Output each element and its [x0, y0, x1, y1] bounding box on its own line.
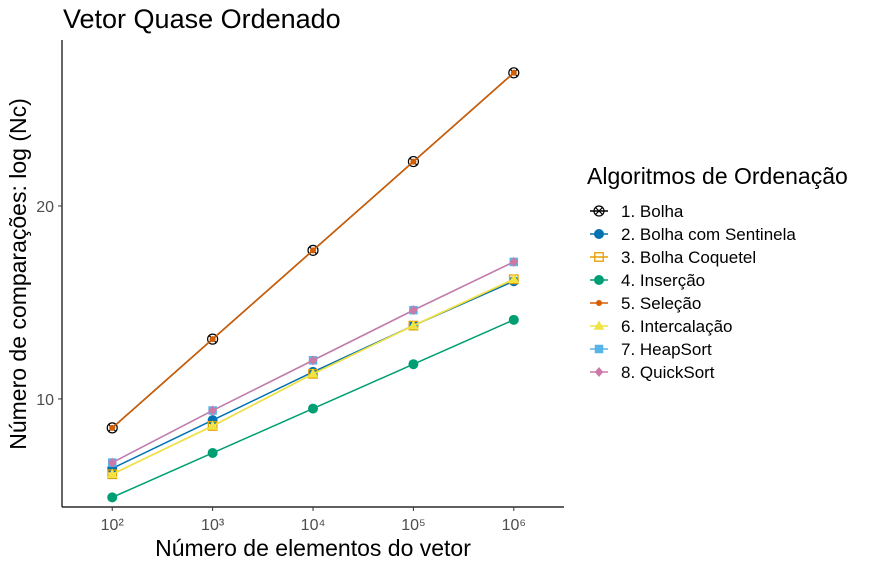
legend-label: 8. QuickSort — [621, 363, 715, 382]
legend: Algoritmos de Ordenação 1. Bolha 2. Bolha… — [587, 163, 848, 382]
y-tick-label: 20 — [36, 199, 54, 216]
data-point — [409, 305, 418, 316]
data-point — [208, 405, 217, 416]
legend-key-marker — [594, 229, 604, 239]
legend-item-3: 3. Bolha Coquetel — [590, 248, 756, 267]
data-point — [510, 69, 517, 76]
data-point — [307, 368, 319, 378]
chart-title: Vetor Quase Ordenado — [63, 4, 341, 34]
x-tick-label: 10² — [101, 517, 125, 534]
x-axis-ticks: 10² 10³ 10⁴ 10⁵ 10⁶ — [101, 507, 526, 534]
data-point — [509, 256, 519, 267]
legend-item-1: 1. Bolha — [590, 202, 684, 221]
legend-key-marker — [596, 300, 602, 306]
legend-label: 1. Bolha — [621, 202, 684, 221]
legend-label: 3. Bolha Coquetel — [621, 248, 756, 267]
data-point — [209, 336, 216, 343]
legend-item-7: 7. HeapSort — [590, 340, 712, 359]
legend-key-marker — [594, 367, 604, 377]
series-5 — [109, 69, 517, 431]
legend-label: 2. Bolha com Sentinela — [621, 225, 796, 244]
data-point — [310, 247, 317, 254]
y-axis-ticks: 10 20 — [36, 199, 62, 409]
y-tick-label: 10 — [36, 392, 54, 409]
legend-key-marker — [594, 275, 604, 285]
legend-item-8: 8. QuickSort — [590, 363, 715, 382]
legend-label: 7. HeapSort — [621, 340, 712, 359]
data-point — [508, 273, 520, 284]
x-tick-label: 10⁶ — [502, 517, 526, 534]
data-point — [408, 359, 419, 370]
x-axis-label: Número de elementos do vetor — [155, 535, 471, 561]
series-4 — [107, 314, 519, 503]
legend-label: 6. Intercalação — [621, 317, 733, 336]
data-point — [308, 403, 319, 414]
data-point — [410, 158, 417, 165]
data-point — [109, 424, 116, 431]
legend-item-6: 6. Intercalação — [590, 317, 733, 336]
legend-label: 5. Seleção — [621, 294, 701, 313]
legend-item-5: 5. Seleção — [590, 294, 701, 313]
legend-item-4: 4. Inserção — [590, 271, 705, 290]
data-point — [207, 420, 218, 430]
legend-label: 4. Inserção — [621, 271, 705, 290]
y-axis-label: Número de comparações: log (Nc) — [5, 98, 31, 450]
series-6 — [106, 273, 520, 478]
legend-key-marker — [594, 344, 604, 354]
x-tick-label: 10⁵ — [401, 517, 425, 534]
data-point — [106, 468, 118, 478]
x-tick-label: 10³ — [201, 517, 225, 534]
legend-key-marker — [593, 320, 605, 330]
data-point — [107, 492, 118, 503]
data-point — [308, 355, 318, 366]
x-tick-label: 10⁴ — [301, 517, 326, 534]
plot-area — [106, 67, 520, 503]
legend-key-marker — [594, 252, 604, 262]
legend-key-marker — [593, 205, 605, 217]
data-point — [508, 314, 519, 325]
data-point — [207, 447, 218, 458]
series-8 — [107, 256, 519, 468]
data-point — [107, 457, 117, 468]
legend-item-2: 2. Bolha com Sentinela — [590, 225, 796, 244]
data-point — [408, 320, 419, 330]
data-point — [207, 415, 218, 426]
legend-title: Algoritmos de Ordenação — [587, 163, 848, 189]
